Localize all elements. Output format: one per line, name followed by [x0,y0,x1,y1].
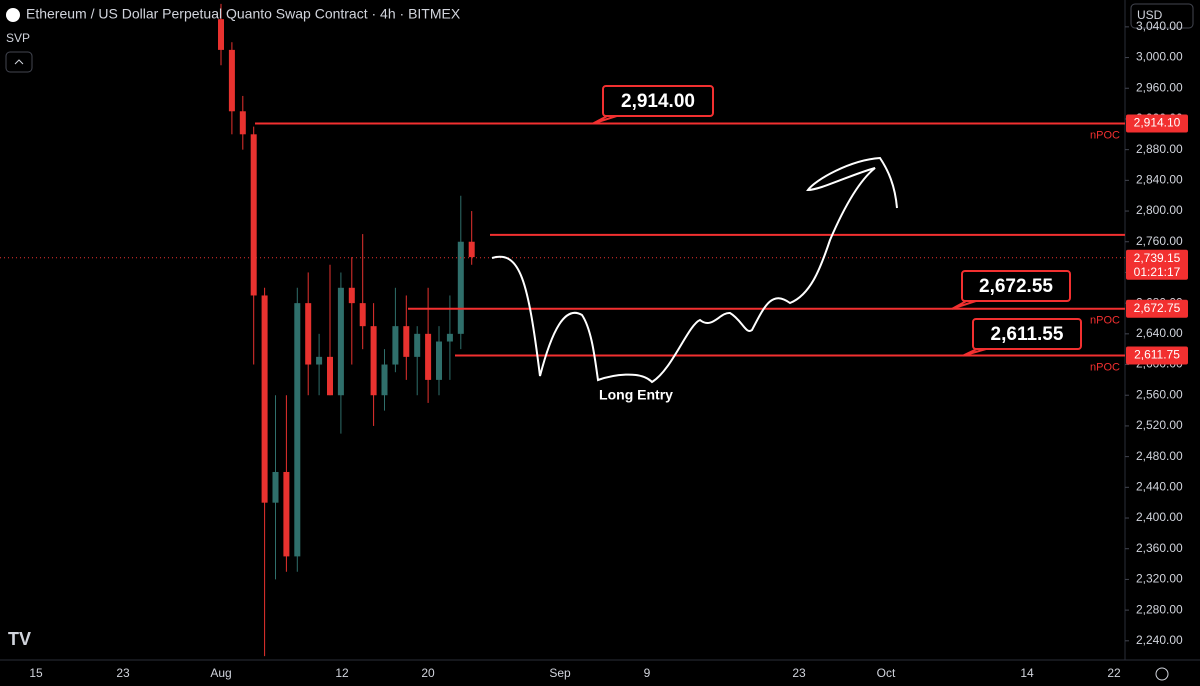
candle-body [414,333,421,357]
callout-label: 2,672.55 [979,276,1053,297]
candle-body [337,287,344,396]
candle-body [316,356,323,365]
current-price-label: 2,739.15 [1134,251,1181,265]
price-label: 2,611.75 [1134,348,1180,362]
x-tick-label: Aug [210,666,231,680]
plot [0,3,1125,657]
x-tick-label: 23 [792,666,806,680]
y-tick-label: 2,440.00 [1136,479,1183,493]
price-label: 2,672.75 [1134,301,1181,315]
candle-body [305,303,312,365]
candle-body [446,333,453,342]
candle-body [294,303,301,557]
countdown-label: 01:21:17 [1134,265,1181,279]
candle-body [425,333,432,380]
candle-body [359,303,366,327]
npoc-label: nPOC [1090,361,1120,373]
y-tick-label: 2,280.00 [1136,602,1183,616]
candle-body [436,341,442,380]
candle-body [327,356,333,396]
x-tick-label: 9 [644,666,651,680]
chart-title: Ethereum / US Dollar Perpetual Quanto Sw… [26,6,461,22]
price-label-box [1126,346,1188,365]
candle-body [457,241,464,334]
entry-note: Long Entry [599,387,673,403]
npoc-label: nPOC [1090,315,1120,327]
y-tick-label: 2,400.00 [1136,510,1183,524]
y-tick-label: 2,760.00 [1136,234,1183,248]
callout-box [602,85,714,117]
y-tick-label: 2,560.00 [1136,387,1183,401]
candle-body [392,326,399,365]
y-tick-label: 2,320.00 [1136,572,1183,586]
candle-body [239,111,246,135]
y-tick-label: 2,960.00 [1136,80,1183,94]
y-tick-label: 2,880.00 [1136,142,1183,156]
y-tick-label: 2,360.00 [1136,541,1183,555]
projection-path [491,156,898,384]
candle-body [218,19,224,50]
y-tick-label: 2,240.00 [1136,633,1183,647]
callout-box [961,270,1071,302]
candle-body [250,134,257,296]
symbol-logo [6,8,20,22]
x-tick-label: Oct [877,666,896,680]
candle-body [261,295,268,503]
x-tick-label: 12 [335,666,349,680]
price-label-box [1126,114,1188,133]
x-tick-label: 23 [116,666,130,680]
settings-icon[interactable] [1155,667,1169,681]
currency-button[interactable] [1130,3,1194,29]
callout-label: 2,914.00 [621,91,695,112]
currency-label: USD [1137,8,1163,22]
y-tick-label: 2,520.00 [1136,418,1183,432]
npoc-label: nPOC [1090,129,1120,141]
candle-body [468,241,475,258]
x-tick-label: 14 [1020,666,1034,680]
candle-body [228,49,235,112]
y-tick-label: 2,480.00 [1136,449,1183,463]
candle-body [283,471,290,557]
indicator-label: SVP [6,31,30,45]
candle-body [381,364,388,396]
tv-logo: TV [8,629,31,649]
callout-box [972,318,1082,350]
collapse-icon [14,59,24,65]
current-price-box [1126,249,1188,280]
candle-body [403,326,410,357]
y-tick-label: 3,040.00 [1136,19,1183,33]
x-tick-label: 20 [421,666,435,680]
y-tick-label: 2,800.00 [1136,203,1183,217]
candle-body [348,287,355,304]
price-label: 2,914.10 [1134,116,1181,130]
x-tick-label: 22 [1107,666,1121,680]
callout-label: 2,611.55 [991,324,1064,345]
x-tick-label: 15 [29,666,43,680]
y-tick-label: 2,640.00 [1136,326,1183,340]
candle-body [370,326,377,396]
candle-body [272,471,279,503]
x-tick-label: Sep [549,666,571,680]
y-tick-label: 3,000.00 [1136,50,1183,64]
y-tick-label: 2,840.00 [1136,173,1183,187]
price-label-box [1126,299,1188,318]
collapse-button[interactable] [5,51,33,73]
